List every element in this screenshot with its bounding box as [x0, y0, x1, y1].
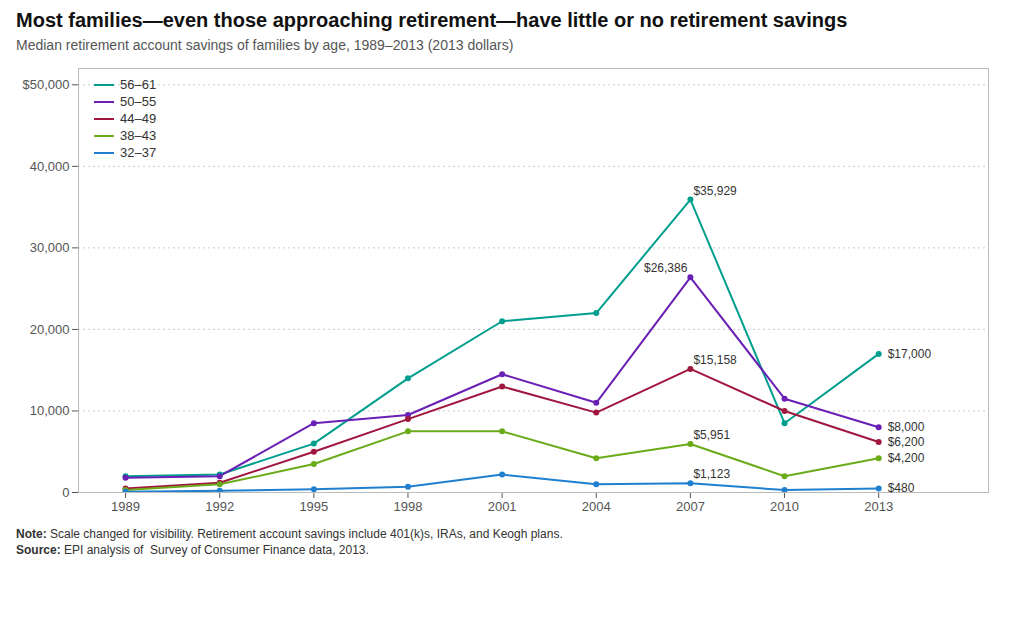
svg-text:$15,158: $15,158 [693, 353, 737, 367]
svg-text:$50,000: $50,000 [23, 77, 70, 92]
svg-text:10,000: 10,000 [30, 403, 70, 418]
svg-text:$480: $480 [888, 481, 915, 495]
svg-text:2010: 2010 [770, 499, 799, 514]
svg-text:$6,200: $6,200 [888, 435, 925, 449]
html-text:56–61: 56–61 [120, 77, 157, 92]
svg-text:$17,000: $17,000 [888, 347, 932, 361]
svg-text:2001: 2001 [488, 499, 517, 514]
svg-text:$26,386: $26,386 [644, 261, 688, 275]
svg-text:$1,123: $1,123 [693, 467, 730, 481]
svg-text:30,000: 30,000 [30, 240, 70, 255]
svg-text:1998: 1998 [394, 499, 423, 514]
html-text:Note: Scale changed for visibi: Note: Scale changed for visibility. Reti… [16, 527, 563, 541]
svg-text:40,000: 40,000 [30, 159, 70, 174]
html-text:Median retirement account savi: Median retirement account savings of fam… [16, 37, 514, 53]
svg-text:$35,929: $35,929 [693, 184, 737, 198]
html-text:Source: EPI analysis of Survey: Source: EPI analysis of Survey of Consum… [16, 543, 369, 557]
svg-text:$8,000: $8,000 [888, 420, 925, 434]
svg-text:1989: 1989 [111, 499, 140, 514]
svg-text:0: 0 [62, 485, 69, 500]
html-text:32–37: 32–37 [120, 145, 157, 160]
html-text:50–55: 50–55 [120, 94, 157, 109]
html-text:38–43: 38–43 [120, 128, 157, 143]
html-text:Most families—even those appro: Most families—even those approaching ret… [16, 9, 848, 31]
svg-text:2004: 2004 [582, 499, 611, 514]
svg-text:$4,200: $4,200 [888, 451, 925, 465]
svg-text:20,000: 20,000 [30, 322, 70, 337]
svg-text:$5,951: $5,951 [693, 428, 730, 442]
html-text:44–49: 44–49 [120, 111, 157, 126]
svg-text:2007: 2007 [676, 499, 705, 514]
svg-text:1992: 1992 [205, 499, 234, 514]
svg-text:1995: 1995 [299, 499, 328, 514]
svg-text:2013: 2013 [864, 499, 893, 514]
